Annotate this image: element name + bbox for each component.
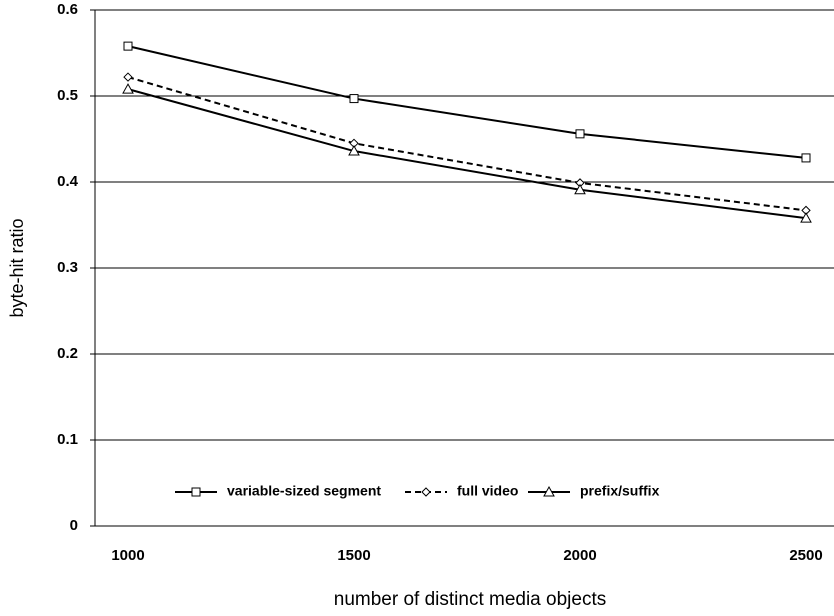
series-line: [127, 76, 807, 212]
point: [349, 94, 359, 104]
x-tick-label: 1000: [111, 547, 144, 564]
x-tick-label: 2000: [563, 547, 596, 564]
legend-label: prefix/suffix: [580, 483, 660, 499]
series-line: [127, 45, 807, 159]
point: [801, 153, 811, 163]
y-tick-label: 0.4: [57, 173, 79, 190]
y-tick-label: 0.1: [57, 431, 78, 448]
y-tick-label: 0.5: [57, 87, 78, 104]
point: [348, 145, 360, 156]
legend-marker: [191, 487, 201, 497]
point: [574, 183, 586, 195]
legend-marker: [421, 487, 431, 497]
y-tick-label: 0.2: [57, 345, 78, 362]
legend-marker: [543, 485, 555, 497]
point: [123, 72, 133, 82]
point: [123, 41, 133, 51]
series-line: [127, 88, 807, 220]
x-axis-title: number of distinct media objects: [334, 589, 606, 610]
y-axis-title: byte-hit ratio: [7, 218, 27, 317]
y-tick-label: 0.6: [57, 1, 78, 18]
point: [122, 83, 134, 94]
point: [575, 129, 585, 139]
x-tick-label: 2500: [789, 547, 822, 564]
legend-label: full video: [457, 483, 518, 499]
y-tick-label: 0.3: [57, 259, 78, 276]
y-tick-label: 0: [70, 517, 78, 534]
point: [800, 212, 812, 223]
x-tick-label: 1500: [337, 547, 370, 564]
legend-label: variable-sized segment: [227, 483, 381, 499]
